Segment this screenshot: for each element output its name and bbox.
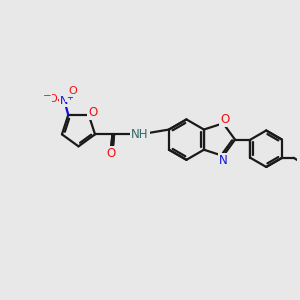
- Text: O: O: [220, 112, 229, 126]
- Text: N: N: [219, 154, 227, 167]
- Text: O: O: [48, 94, 57, 104]
- Text: O: O: [88, 106, 98, 119]
- Text: N: N: [60, 96, 69, 106]
- Text: O: O: [106, 147, 116, 160]
- Text: NH: NH: [131, 128, 149, 141]
- Text: +: +: [66, 93, 73, 102]
- Text: O: O: [68, 86, 77, 96]
- Text: −: −: [43, 91, 51, 101]
